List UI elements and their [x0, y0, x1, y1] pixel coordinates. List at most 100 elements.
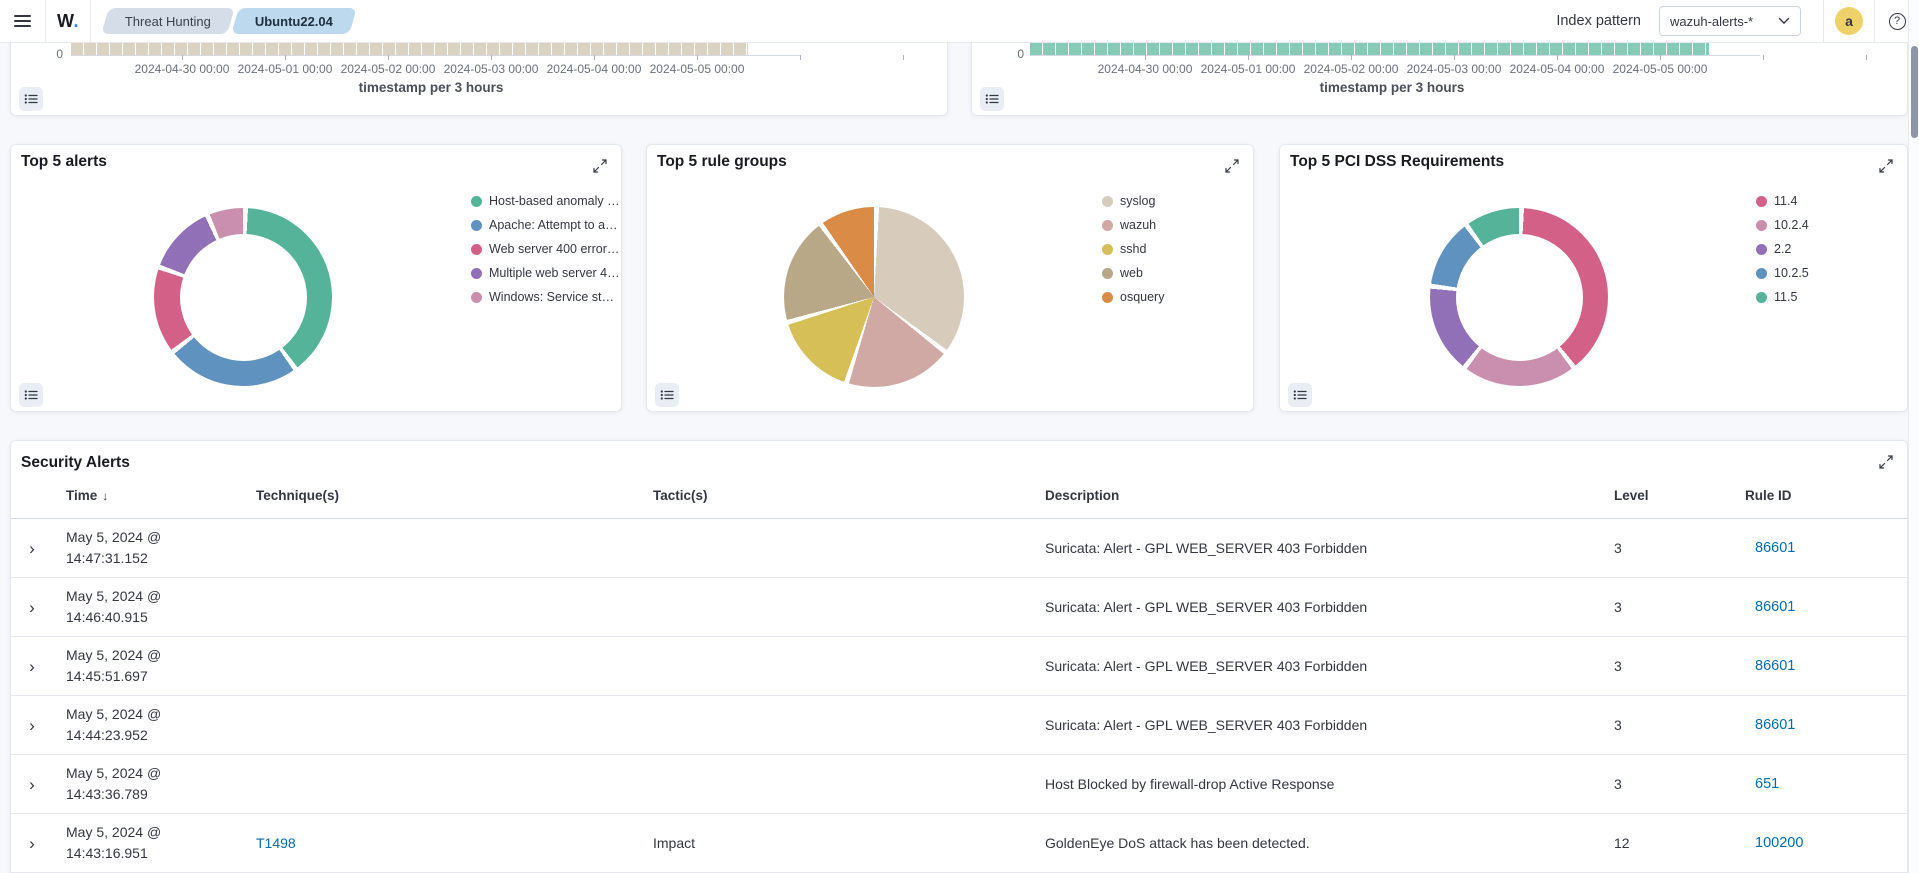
legend-swatch	[471, 219, 482, 231]
divider	[90, 0, 91, 42]
rule-id-link[interactable]: 86601	[1755, 717, 1796, 733]
rule-id-link[interactable]: 100200	[1755, 835, 1804, 851]
cell-description: Host Blocked by firewall-drop Active Res…	[1045, 776, 1335, 792]
x-axis-ticks	[1145, 55, 1867, 60]
top-5-rule-groups-pie-chart[interactable]	[784, 207, 964, 387]
scrollbar-thumb[interactable]	[1911, 46, 1918, 138]
legend-item[interactable]: 10.2.4	[1756, 213, 1809, 237]
x-axis-ticks	[182, 55, 904, 60]
legend-item[interactable]: Web server 400 error…	[471, 237, 620, 261]
column-header-level[interactable]: Level	[1614, 487, 1649, 503]
legend-label: wazuh	[1120, 218, 1157, 232]
index-pattern-select[interactable]: wazuh-alerts-*	[1659, 6, 1801, 36]
x-tick-label: 2024-05-05 00:00	[649, 62, 745, 76]
chart-legend: syslog wazuh sshd web osquery	[1102, 189, 1164, 309]
list-icon	[1293, 390, 1307, 400]
panel-title: Top 5 PCI DSS Requirements	[1290, 153, 1505, 170]
hamburger-icon	[14, 12, 31, 30]
expand-panel-button[interactable]	[1877, 157, 1895, 175]
rule-id-link[interactable]: 651	[1755, 776, 1780, 792]
legend-item[interactable]: Windows: Service st…	[471, 285, 620, 309]
cell-tactic: Impact	[653, 835, 696, 851]
rule-id-link[interactable]: 86601	[1755, 540, 1796, 556]
chart-options-button[interactable]	[1288, 383, 1312, 407]
table-header-row: Time ↓ Technique(s) Tactic(s) Description…	[11, 472, 1907, 519]
column-header-tactic[interactable]: Tactic(s)	[653, 487, 708, 503]
breadcrumb-agent-ubuntu22-04[interactable]: Ubuntu22.04	[231, 8, 357, 34]
cell-time: May 5, 2024 @14:43:16.951	[66, 824, 162, 861]
x-tick-label: 2024-05-01 00:00	[1200, 62, 1296, 76]
y-axis-zero-label: 0	[56, 47, 63, 61]
top-5-alerts-donut-chart[interactable]	[154, 208, 332, 386]
x-tick-label: 2024-05-02 00:00	[340, 62, 436, 76]
expand-row-button[interactable]: ›	[19, 535, 45, 561]
legend-item[interactable]: Host-based anomaly …	[471, 189, 620, 213]
expand-row-button[interactable]: ›	[19, 830, 45, 856]
column-header-time[interactable]: Time ↓	[66, 487, 109, 503]
legend-item[interactable]: Multiple web server 4…	[471, 261, 620, 285]
legend-item[interactable]: 11.4	[1756, 189, 1809, 213]
legend-item[interactable]: Apache: Attempt to a…	[471, 213, 620, 237]
chart-options-button[interactable]	[980, 87, 1004, 111]
top-5-pci-dss-donut-chart[interactable]	[1430, 208, 1608, 386]
page-scrollbar[interactable]	[1908, 0, 1919, 873]
chart-options-button[interactable]	[655, 383, 679, 407]
table-row: › May 5, 2024 @14:46:40.915 Suricata: Al…	[11, 578, 1907, 637]
legend-item[interactable]: wazuh	[1102, 213, 1164, 237]
sort-descending-icon: ↓	[102, 488, 109, 503]
legend-swatch	[471, 267, 482, 279]
breadcrumb-threat-hunting[interactable]: Threat Hunting	[101, 8, 235, 34]
list-icon	[660, 390, 674, 400]
top-5-pci-dss-panel: Top 5 PCI DSS Requirements 11.4 10.2.4 2…	[1279, 144, 1908, 412]
security-alerts-panel: Security Alerts Time ↓ Technique(s) Tacti…	[10, 440, 1908, 873]
legend-item[interactable]: sshd	[1102, 237, 1164, 261]
x-tick-label: 2024-05-04 00:00	[1509, 62, 1605, 76]
expand-panel-button[interactable]	[1877, 453, 1895, 471]
expand-row-button[interactable]: ›	[19, 712, 45, 738]
help-icon[interactable]: ?	[1888, 12, 1906, 30]
expand-row-button[interactable]: ›	[19, 594, 45, 620]
divider	[1874, 0, 1875, 42]
legend-swatch	[471, 291, 482, 303]
legend-swatch	[1102, 267, 1113, 279]
cell-time: May 5, 2024 @14:43:36.789	[66, 765, 162, 802]
expand-row-button[interactable]: ›	[19, 771, 45, 797]
expand-row-button[interactable]: ›	[19, 653, 45, 679]
cell-description: Suricata: Alert - GPL WEB_SERVER 403 For…	[1045, 540, 1368, 556]
panel-title: Top 5 rule groups	[657, 153, 787, 170]
legend-item[interactable]: web	[1102, 261, 1164, 285]
legend-item[interactable]: 10.2.5	[1756, 261, 1809, 285]
legend-item[interactable]: 11.5	[1756, 285, 1809, 309]
legend-item[interactable]: 2.2	[1756, 237, 1809, 261]
legend-swatch	[1756, 267, 1767, 279]
chart-options-button[interactable]	[19, 87, 43, 111]
rule-id-link[interactable]: 86601	[1755, 599, 1796, 615]
legend-label: osquery	[1120, 290, 1165, 304]
legend-label: Host-based anomaly …	[489, 194, 620, 208]
x-axis-title: timestamp per 3 hours	[1319, 80, 1465, 95]
column-header-rule-id[interactable]: Rule ID	[1745, 487, 1792, 503]
wazuh-logo[interactable]: W.	[56, 10, 79, 31]
x-tick-label: 2024-04-30 00:00	[1097, 62, 1193, 76]
legend-item[interactable]: syslog	[1102, 189, 1164, 213]
legend-item[interactable]: osquery	[1102, 285, 1164, 309]
legend-swatch	[1756, 195, 1767, 207]
rule-id-link[interactable]: 86601	[1755, 658, 1796, 674]
user-avatar[interactable]: a	[1835, 7, 1863, 35]
expand-panel-button[interactable]	[1223, 157, 1241, 175]
table-row: › May 5, 2024 @14:45:51.697 Suricata: Al…	[11, 637, 1907, 696]
technique-link[interactable]: T1498	[256, 835, 296, 851]
legend-swatch	[1756, 291, 1767, 303]
list-icon	[24, 390, 38, 400]
list-icon	[985, 94, 999, 104]
table-row: › May 5, 2024 @14:47:31.152 Suricata: Al…	[11, 519, 1907, 578]
column-header-description[interactable]: Description	[1045, 487, 1120, 503]
legend-label: 10.2.4	[1774, 218, 1809, 232]
legend-swatch	[1102, 243, 1113, 255]
top-5-rule-groups-panel: Top 5 rule groups syslog wazuh sshd web …	[646, 144, 1254, 412]
column-header-technique[interactable]: Technique(s)	[256, 487, 340, 503]
expand-panel-button[interactable]	[591, 157, 609, 175]
chart-options-button[interactable]	[19, 383, 43, 407]
chart-legend: Host-based anomaly … Apache: Attempt to …	[471, 189, 620, 309]
menu-icon[interactable]	[0, 0, 46, 42]
